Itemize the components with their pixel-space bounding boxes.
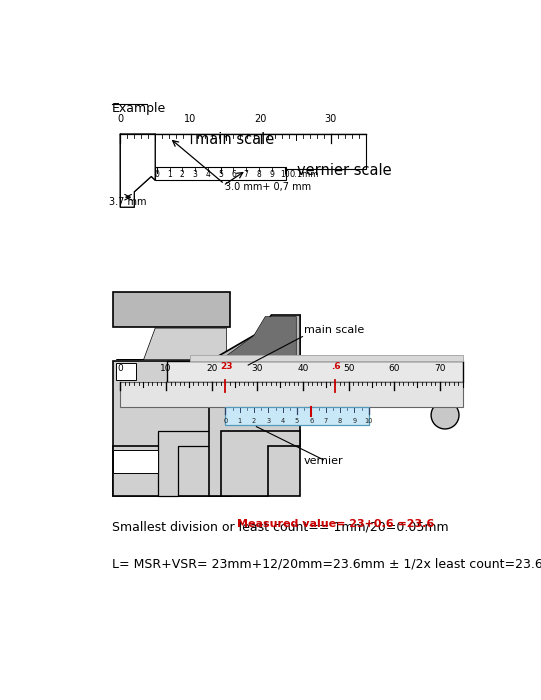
Polygon shape	[116, 328, 227, 360]
Text: 9: 9	[269, 169, 274, 178]
Bar	[113, 361, 230, 496]
Polygon shape	[209, 315, 300, 361]
Text: 3.0 mm+ 0,7 mm: 3.0 mm+ 0,7 mm	[225, 182, 311, 192]
Bar	[113, 446, 230, 496]
Text: 60: 60	[388, 364, 400, 373]
Text: 20: 20	[206, 364, 217, 373]
Text: 7: 7	[324, 419, 328, 424]
Text: 23: 23	[220, 362, 233, 371]
Polygon shape	[120, 134, 155, 207]
Polygon shape	[221, 316, 296, 360]
Text: 10: 10	[280, 169, 289, 178]
Text: 0: 0	[117, 364, 123, 373]
Text: 20: 20	[254, 113, 267, 124]
Text: vernier scale: vernier scale	[297, 163, 392, 178]
Text: 8: 8	[338, 419, 342, 424]
Text: 0: 0	[117, 113, 123, 124]
Polygon shape	[116, 363, 136, 381]
Bar	[226, 407, 369, 425]
Text: Example: Example	[112, 102, 166, 116]
Bar	[120, 382, 463, 407]
Polygon shape	[157, 430, 230, 496]
Text: 1: 1	[167, 169, 172, 178]
Bar	[113, 292, 230, 326]
Bar	[190, 355, 463, 361]
Text: 5: 5	[295, 419, 299, 424]
Text: 9: 9	[352, 419, 357, 424]
Text: 3: 3	[266, 419, 270, 424]
Text: 0.1mm: 0.1mm	[289, 169, 319, 178]
Bar	[120, 134, 366, 169]
Text: main scale: main scale	[304, 325, 364, 335]
Bar	[167, 361, 463, 382]
Text: Measured value= 23+0.6 =23.6: Measured value= 23+0.6 =23.6	[236, 519, 434, 528]
Text: 6: 6	[309, 419, 314, 424]
Text: 5: 5	[218, 169, 223, 178]
Text: 6: 6	[231, 169, 236, 178]
Text: vernier: vernier	[304, 456, 343, 466]
Text: main scale: main scale	[195, 132, 274, 147]
Text: 4: 4	[206, 169, 210, 178]
Text: 2: 2	[252, 419, 256, 424]
Text: 10: 10	[160, 364, 171, 373]
Text: 30: 30	[325, 113, 337, 124]
Text: 2: 2	[180, 169, 184, 178]
Bar	[155, 167, 286, 180]
Text: 4: 4	[281, 419, 285, 424]
Text: 3.7 mm: 3.7 mm	[109, 197, 147, 207]
Text: 10: 10	[184, 113, 196, 124]
Text: 7: 7	[244, 169, 249, 178]
Text: 0: 0	[154, 169, 159, 178]
Text: 10: 10	[365, 419, 373, 424]
Bar	[209, 361, 300, 496]
Text: 1: 1	[237, 419, 242, 424]
Text: 0: 0	[223, 419, 228, 424]
Text: L= MSR+VSR= 23mm+12/20mm=23.6mm ± 1/2x least count=23.6mm±0.025mm: L= MSR+VSR= 23mm+12/20mm=23.6mm ± 1/2x l…	[112, 558, 541, 570]
Text: 3: 3	[193, 169, 197, 178]
Text: 40: 40	[298, 364, 309, 373]
Circle shape	[431, 401, 459, 429]
Polygon shape	[113, 450, 157, 473]
Polygon shape	[221, 430, 300, 496]
Text: 30: 30	[252, 364, 263, 373]
Text: Smallest division or least count== 1mm/20=0.05mm: Smallest division or least count== 1mm/2…	[112, 521, 448, 533]
Text: 8: 8	[256, 169, 261, 178]
Text: .6: .6	[331, 362, 341, 371]
Text: 70: 70	[434, 364, 446, 373]
Text: 50: 50	[343, 364, 354, 373]
